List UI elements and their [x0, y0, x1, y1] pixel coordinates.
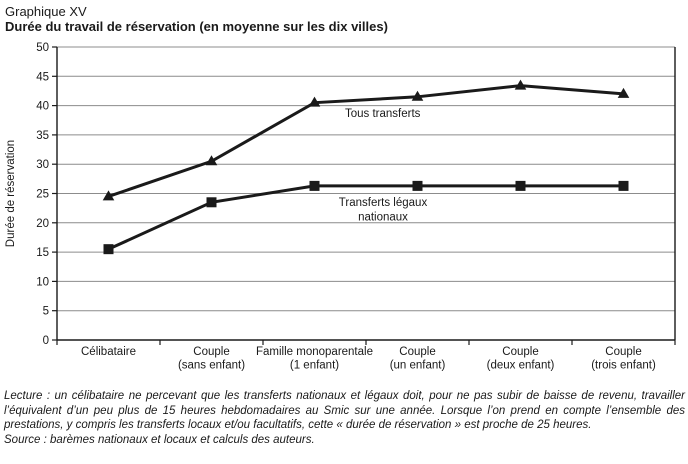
line-chart: 0 5 10 15 20 25 30 35 40 45 50 Célibataire Couple (sa… [0, 35, 688, 387]
y-tick-label: 0 [43, 335, 49, 347]
series-marker [308, 96, 321, 107]
y-tick-label: 35 [36, 130, 49, 142]
chart-notes: Lecture : un célibataire ne percevant qu… [0, 387, 688, 447]
source-note: Source : barèmes nationaux et locaux et … [4, 433, 315, 446]
y-axis-title: Durée de réservation [5, 140, 17, 247]
y-tick-label: 45 [36, 71, 49, 83]
y-tick-label: 50 [36, 42, 49, 54]
series-marker [515, 180, 526, 191]
y-tick-label: 10 [36, 276, 49, 288]
x-category-label: (1 enfant) [290, 360, 339, 372]
series-line [107, 184, 624, 251]
series-marker [205, 155, 218, 166]
series-marker [617, 87, 630, 98]
chart-header: Graphique XV Durée du travail de réserva… [0, 0, 688, 35]
x-category-label: Célibataire [81, 346, 136, 358]
x-category-label: (sans enfant) [178, 360, 245, 372]
series-marker [309, 180, 320, 191]
series-label-annotation: nationaux [358, 212, 408, 224]
y-tick-label: 40 [36, 101, 49, 113]
series-label-annotation: Transferts légaux [339, 197, 428, 209]
series-marker [412, 180, 423, 191]
x-category-label: Couple [193, 346, 229, 358]
series-marker [411, 90, 424, 101]
chart-canvas: 0 5 10 15 20 25 30 35 40 45 50 Célibataire Couple (sa… [5, 42, 676, 372]
x-category-label: (trois enfant) [591, 360, 656, 372]
series-marker [514, 79, 527, 90]
series-label-annotation: Tous transferts [345, 108, 421, 120]
lecture-note: Lecture : un célibataire ne percevant qu… [4, 390, 685, 431]
y-tick-label: 5 [43, 306, 49, 318]
x-category-label: (deux enfant) [487, 360, 555, 372]
series-marker [102, 190, 115, 201]
x-category-label: Couple [399, 346, 435, 358]
y-tick-label: 25 [36, 189, 49, 201]
series-marker [103, 244, 114, 255]
x-category-label: (un enfant) [390, 360, 446, 372]
series-marker [206, 197, 217, 208]
chart-title: Durée du travail de réservation (en moye… [5, 19, 388, 34]
y-tick-label: 30 [36, 159, 49, 171]
y-tick-label: 20 [36, 218, 49, 230]
series-line [108, 84, 624, 198]
y-tick-label: 15 [36, 247, 49, 259]
x-category-label: Couple [605, 346, 641, 358]
x-category-label: Couple [502, 346, 538, 358]
x-category-label: Famille monoparentale [256, 346, 373, 358]
chart-kicker: Graphique XV [5, 4, 87, 19]
series-marker [618, 180, 629, 191]
